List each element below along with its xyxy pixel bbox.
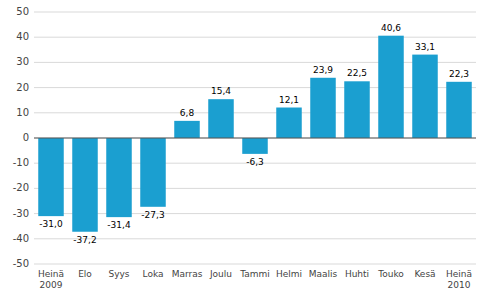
x-tick-label-line: Marras [172,269,203,279]
baseline [34,138,476,139]
bar [344,81,370,138]
grid-line [34,12,476,13]
value-label: 23,9 [313,65,333,75]
x-tick-label-line: Tammi [239,269,270,279]
value-label: -37,2 [73,235,96,245]
x-tick-label-line: Elo [78,269,92,279]
x-tick-label: Joulu [209,269,232,279]
bar [72,138,98,232]
value-label: -31,0 [39,219,63,229]
x-tick-label-line: Helmi [276,269,302,279]
bars [38,36,472,232]
bar [140,138,166,207]
x-tick-label-line: Loka [143,269,164,279]
x-tick-label: Huhti [345,269,369,279]
value-label: 6,8 [180,108,195,118]
bar [412,55,438,138]
bar [310,78,336,138]
value-label: -27,3 [141,210,164,220]
y-tick-label: -30 [13,208,29,219]
value-label: -31,4 [107,220,131,230]
y-tick-label: -40 [13,233,29,244]
grid-line [34,188,476,189]
value-label: 22,3 [449,69,469,79]
y-tick-label: -20 [13,182,29,193]
x-tick-label: Touko [377,269,404,279]
x-tick-label: Elo [78,269,92,279]
grid-line [34,87,476,88]
x-tick-label: Marras [172,269,203,279]
chart-container: -50 -40 -30 -20 -10 0 10 20 30 40 50 -31,0 -37,2 -31,… [0,0,484,300]
x-tick-label: Heinä2010 [446,269,472,290]
grid-line [34,112,476,113]
x-tick-label-line: Touko [377,269,404,279]
grid-line [34,62,476,63]
x-tick-label: Heinä2009 [38,269,64,290]
x-tick-label-line: Kesä [414,269,435,279]
x-tick-label-line: Syys [108,269,129,279]
value-label: 15,4 [211,86,231,96]
value-label: 33,1 [415,42,435,52]
value-label: 12,1 [279,95,299,105]
bar [242,138,268,154]
x-tick-label: Syys [108,269,129,279]
grid [34,12,476,264]
value-label: 40,6 [381,23,401,33]
x-tick-label: Helmi [276,269,302,279]
bar [276,108,302,138]
x-tick-label-line: Heinä [38,269,64,279]
y-tick-label: 20 [16,82,29,93]
x-tick-label: Kesä [414,269,435,279]
bar [208,99,234,138]
x-tick-label-line: 2010 [448,280,471,290]
y-tick-label: -50 [13,258,29,269]
y-tick-label: 50 [16,6,29,17]
y-tick-label: -10 [13,157,29,168]
x-tick-label-line: Joulu [209,269,232,279]
y-tick-label: 30 [16,56,29,67]
y-tick-label: 0 [23,132,29,143]
grid-line [34,138,476,139]
grid-line [34,37,476,38]
x-tick-label-line: Maalis [309,269,338,279]
x-tick-label-line: 2009 [40,280,63,290]
value-label: -6,3 [246,157,264,167]
x-tick-label-line: Huhti [345,269,369,279]
x-tick-label: Loka [143,269,164,279]
value-label: 22,5 [347,68,367,78]
bar [378,36,404,138]
grid-line [34,213,476,214]
y-tick-label: 40 [16,31,29,42]
x-tick-label-line: Heinä [446,269,472,279]
x-tick-label: Maalis [309,269,338,279]
x-tick-label: Tammi [239,269,270,279]
bar [38,138,64,216]
chart-svg: -50 -40 -30 -20 -10 0 10 20 30 40 50 -31,0 -37,2 -31,… [0,0,484,300]
grid-line [34,264,476,265]
bar [446,82,472,138]
bar [174,121,200,138]
y-tick-label: 10 [16,107,29,118]
bar [106,138,132,217]
grid-line [34,238,476,239]
